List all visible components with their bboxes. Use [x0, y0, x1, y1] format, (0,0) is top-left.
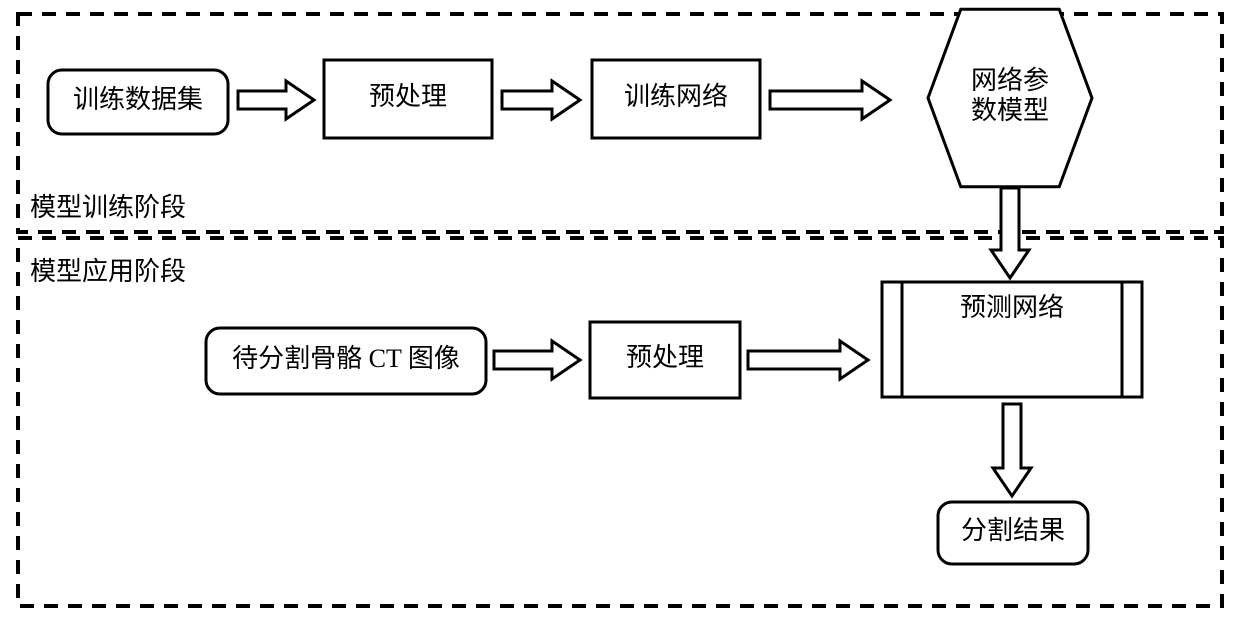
node-predict_network-label: 预测网络 — [960, 293, 1064, 322]
node-preprocess_apply-label: 预处理 — [626, 343, 704, 372]
arrow-a5 — [494, 341, 580, 379]
node-train_dataset-label: 训练数据集 — [73, 85, 203, 114]
arrow-a6 — [748, 341, 868, 379]
arrow-a7 — [993, 404, 1031, 496]
phase-label-apply: 模型应用阶段 — [30, 257, 186, 286]
node-train_network-label: 训练网络 — [624, 82, 728, 111]
node-result-label: 分割结果 — [961, 516, 1065, 545]
arrow-a3 — [770, 81, 890, 119]
arrow-a2 — [502, 81, 580, 119]
phase-label-train: 模型训练阶段 — [30, 193, 186, 222]
arrow-a1 — [238, 81, 314, 119]
node-ct_input-label: 待分割骨骼 CT 图像 — [232, 344, 460, 373]
node-preprocess_train-label: 预处理 — [369, 82, 447, 111]
node-param_model-label: 网络参数模型 — [971, 66, 1049, 125]
